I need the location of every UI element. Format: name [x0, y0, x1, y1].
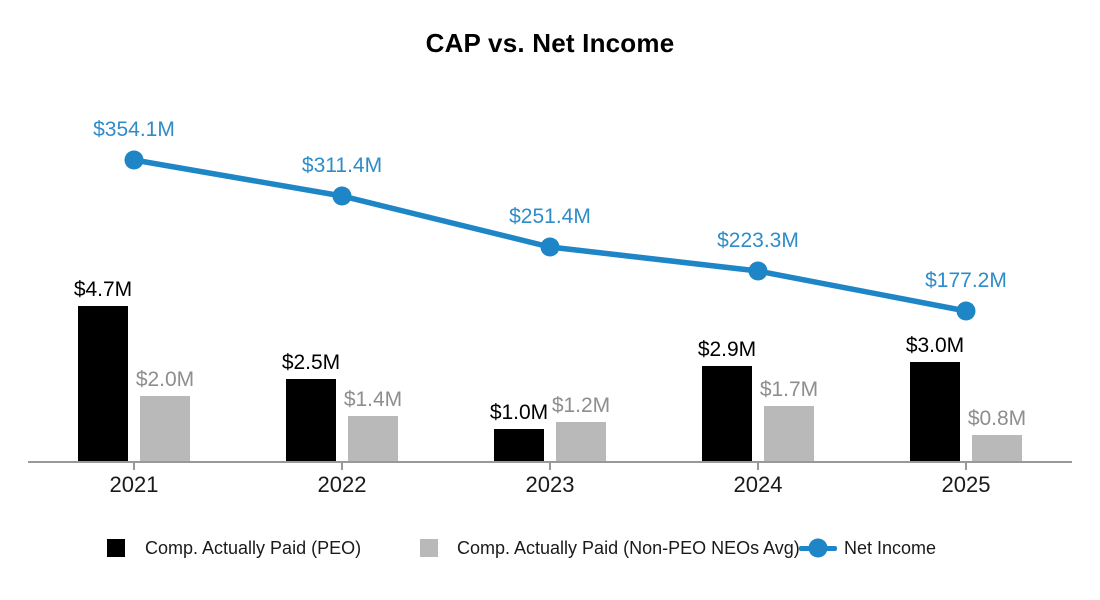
- net-income-point-2023: [540, 237, 560, 257]
- x-tick-label-2023: 2023: [525, 472, 575, 497]
- x-tick-label-2022: 2022: [317, 472, 367, 497]
- bar-cap-non-peo-2024: [764, 405, 814, 462]
- bar-label-cap-peo-2025: $3.0M: [905, 334, 965, 358]
- x-tick-2022: [341, 462, 343, 470]
- x-tick-2024: [757, 462, 759, 470]
- line-label-net-income-2021: $354.1M: [93, 118, 175, 141]
- net-income-point-2021: [124, 150, 144, 170]
- bar-cap-peo-2023: [494, 428, 544, 462]
- bar-cap-peo-2022: [286, 379, 336, 462]
- bar-label-cap-peo-2023: $1.0M: [489, 400, 549, 424]
- bar-label-cap-non-peo-2023: $1.2M: [551, 394, 611, 418]
- bar-label-cap-peo-2022: $2.5M: [281, 351, 341, 374]
- net-income-point-2022: [332, 186, 352, 206]
- line-label-net-income-2025: $177.2M: [925, 269, 1007, 292]
- x-tick-label-2025: 2025: [941, 472, 991, 497]
- line-label-net-income-2023: $251.4M: [509, 205, 591, 228]
- bar-cap-peo-2025: [910, 362, 960, 462]
- bar-label-cap-non-peo-2021: $2.0M: [135, 367, 195, 391]
- bar-label-cap-non-peo-2022: $1.4M: [343, 387, 403, 411]
- chart-title: CAP vs. Net Income: [425, 28, 675, 58]
- bar-cap-non-peo-2021: [140, 395, 190, 462]
- x-tick-2023: [549, 462, 551, 470]
- bar-cap-non-peo-2023: [556, 422, 606, 462]
- x-tick-label-2024: 2024: [733, 472, 783, 497]
- x-tick-2021: [133, 462, 135, 470]
- x-tick-2025: [965, 462, 967, 470]
- bar-cap-non-peo-2022: [348, 415, 398, 462]
- net-income-line: [133, 157, 967, 314]
- line-label-net-income-2022: $311.4M: [301, 154, 383, 177]
- net-income-point-2024: [748, 261, 768, 281]
- bar-cap-non-peo-2025: [972, 435, 1022, 462]
- bar-cap-peo-2024: [702, 365, 752, 462]
- bar-label-cap-non-peo-2024: $1.7M: [759, 377, 819, 401]
- line-label-net-income-2024: $223.3M: [717, 229, 799, 252]
- bar-cap-peo-2021: [78, 305, 128, 462]
- bar-label-cap-peo-2024: $2.9M: [697, 337, 757, 361]
- bar-label-cap-peo-2021: $4.7M: [73, 277, 133, 301]
- bar-label-cap-non-peo-2025: $0.8M: [967, 407, 1027, 431]
- net-income-point-2025: [956, 301, 976, 321]
- x-tick-label-2021: 2021: [109, 472, 159, 497]
